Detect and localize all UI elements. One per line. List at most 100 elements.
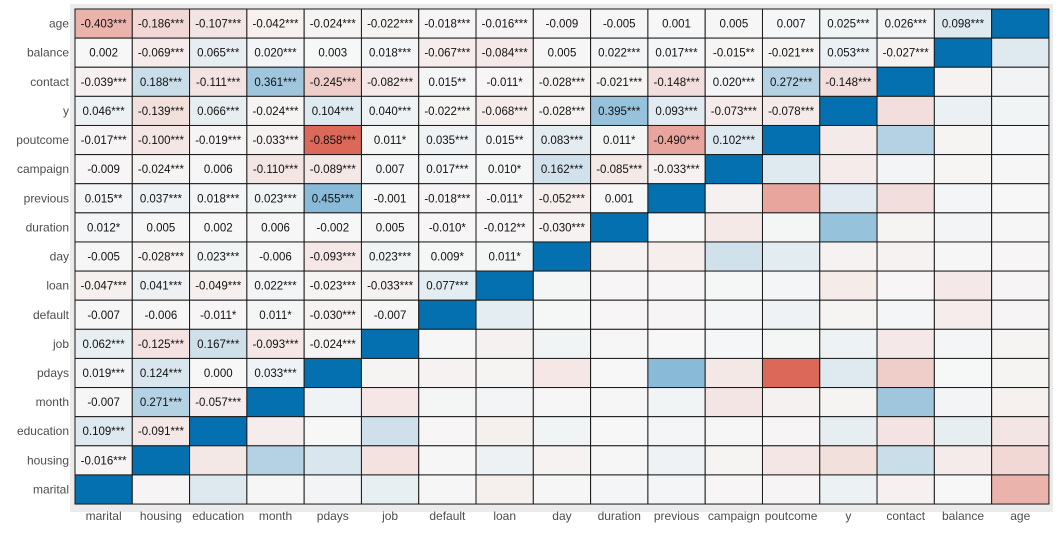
heatmap-cell-contact-balance [933, 66, 993, 97]
heatmap-cell-poutcome-age [991, 124, 1050, 156]
heatmap-cell-pdays-default [418, 357, 477, 389]
heatmap-cell-default-job [360, 299, 420, 330]
heatmap-cell-poutcome-loan [475, 124, 534, 156]
heatmap-cell-y-balance [933, 95, 993, 126]
heatmap-cell-education-poutcome [761, 416, 821, 447]
cell-label-campaign-day: 0.162*** [541, 164, 584, 176]
cell-label-contact-campaign: 0.020*** [713, 77, 756, 89]
cell-label-campaign-education: 0.006 [204, 164, 233, 176]
heatmap-cell-pdays-duration [590, 357, 649, 389]
cell-label-age-y: 0.025*** [827, 19, 870, 31]
y-tick-label-balance: balance [27, 46, 69, 60]
cell-label-duration-default: -0.010* [429, 222, 467, 234]
heatmap-cell-duration-y [819, 212, 878, 243]
cell-label-housing-marital: -0.016*** [81, 455, 128, 467]
heatmap-cell-y-default [418, 95, 477, 126]
heatmap-cell-poutcome-pdays [303, 124, 362, 156]
heatmap-cell-default-contact [876, 299, 935, 330]
heatmap-cell-housing-pdays [303, 445, 362, 476]
x-tick-label-poutcome: poutcome [765, 509, 818, 523]
heatmap-cell-pdays-contact [876, 357, 935, 389]
cell-label-duration-pdays: -0.002 [316, 222, 349, 234]
heatmap-cell-housing-education [189, 445, 248, 476]
cell-label-previous-job: -0.001 [374, 193, 407, 205]
heatmap-cell-marital-age [991, 474, 1050, 505]
cell-label-contact-marital: -0.039*** [81, 77, 128, 89]
heatmap-cell-marital-day [532, 474, 592, 505]
cell-label-contact-job: -0.082*** [367, 77, 414, 89]
heatmap-cell-education-balance [933, 416, 993, 447]
heatmap-cell-age-duration [590, 8, 649, 39]
heatmap-cell-balance-age [991, 37, 1050, 68]
cell-label-default-marital: -0.007 [87, 310, 120, 322]
y-tick-label-campaign: campaign [17, 162, 69, 176]
heatmap-cell-housing-campaign [704, 445, 763, 476]
cell-label-month-education: -0.057*** [195, 397, 242, 409]
heatmap-cell-previous-campaign [704, 183, 763, 214]
heatmap-cell-contact-contact [876, 66, 935, 97]
heatmap-cell-marital-campaign [704, 474, 763, 505]
cell-label-loan-pdays: -0.023*** [310, 281, 357, 293]
heatmap-cell-housing-balance [933, 445, 993, 476]
heatmap-cell-contact-age [991, 66, 1050, 97]
heatmap-cell-job-previous [647, 328, 706, 359]
cell-label-campaign-previous: -0.033*** [654, 164, 701, 176]
cell-label-day-job: 0.023*** [369, 252, 412, 264]
cell-label-age-day: -0.009 [546, 19, 579, 31]
cell-label-balance-default: -0.067*** [424, 48, 471, 60]
cell-label-education-marital: 0.109*** [83, 426, 126, 438]
cell-label-default-education: -0.011* [200, 310, 237, 322]
cell-label-poutcome-duration: 0.011* [603, 135, 636, 147]
cell-label-age-contact: 0.026*** [885, 19, 928, 31]
heatmap-cell-poutcome-month [246, 124, 305, 156]
cell-label-age-job: -0.022*** [367, 19, 414, 31]
x-tick-label-day: day [552, 509, 571, 523]
cell-label-age-loan: -0.016*** [482, 19, 529, 31]
heatmap-cell-month-balance [933, 387, 993, 418]
heatmap-cell-pdays-y [819, 357, 878, 389]
heatmap-cell-y-job [360, 95, 420, 126]
heatmap-cell-month-campaign [704, 387, 763, 418]
cell-label-y-duration: 0.395*** [598, 106, 641, 118]
cell-label-y-job: 0.040*** [369, 106, 412, 118]
cell-label-age-previous: 0.001 [662, 19, 691, 31]
heatmap-cell-pdays-day [532, 357, 592, 389]
y-tick-label-duration: duration [26, 220, 69, 234]
heatmap-cell-job-default [418, 328, 477, 359]
heatmap-cell-y-poutcome [761, 95, 821, 126]
cell-label-balance-poutcome: -0.021*** [768, 48, 815, 60]
heatmap-cell-education-age [991, 416, 1050, 447]
heatmap-cell-loan-day [532, 270, 592, 301]
heatmap-cell-campaign-marital [74, 154, 133, 185]
heatmap-cell-housing-poutcome [761, 445, 821, 476]
cell-label-duration-marital: 0.012* [87, 222, 121, 234]
heatmap-cell-campaign-balance [933, 154, 993, 185]
heatmap-cell-age-job [360, 8, 420, 39]
cell-label-default-job: -0.007 [374, 310, 407, 322]
cell-label-previous-day: -0.052*** [539, 193, 586, 205]
x-tick-label-contact: contact [886, 509, 925, 523]
heatmap-cell-campaign-day [532, 154, 592, 185]
heatmap-cell-campaign-job [360, 154, 420, 185]
heatmap-cell-loan-pdays [303, 270, 362, 301]
heatmap-cell-poutcome-poutcome [761, 124, 821, 156]
cell-label-day-month: -0.006 [259, 252, 292, 264]
heatmap-cell-duration-education [189, 212, 248, 243]
heatmap-cell-marital-previous [647, 474, 706, 505]
heatmap-cell-education-education [189, 416, 248, 447]
heatmap-cell-housing-job [360, 445, 420, 476]
heatmap-cell-day-duration [590, 241, 649, 272]
cell-label-contact-education: -0.111*** [196, 77, 241, 89]
heatmap-cell-balance-housing [131, 37, 191, 68]
heatmap-cell-job-poutcome [761, 328, 821, 359]
heatmap-cell-marital-balance [933, 474, 993, 505]
cell-label-poutcome-education: -0.019*** [195, 135, 242, 147]
heatmap-cell-poutcome-education [189, 124, 248, 156]
heatmap-cell-housing-loan [475, 445, 534, 476]
y-tick-label-poutcome: poutcome [16, 133, 69, 147]
heatmap-cell-poutcome-y [819, 124, 878, 156]
heatmap-cell-previous-default [418, 183, 477, 214]
cell-label-loan-default: 0.077*** [426, 281, 469, 293]
heatmap-cell-balance-default [418, 37, 477, 68]
heatmap-cell-campaign-contact [876, 154, 935, 185]
